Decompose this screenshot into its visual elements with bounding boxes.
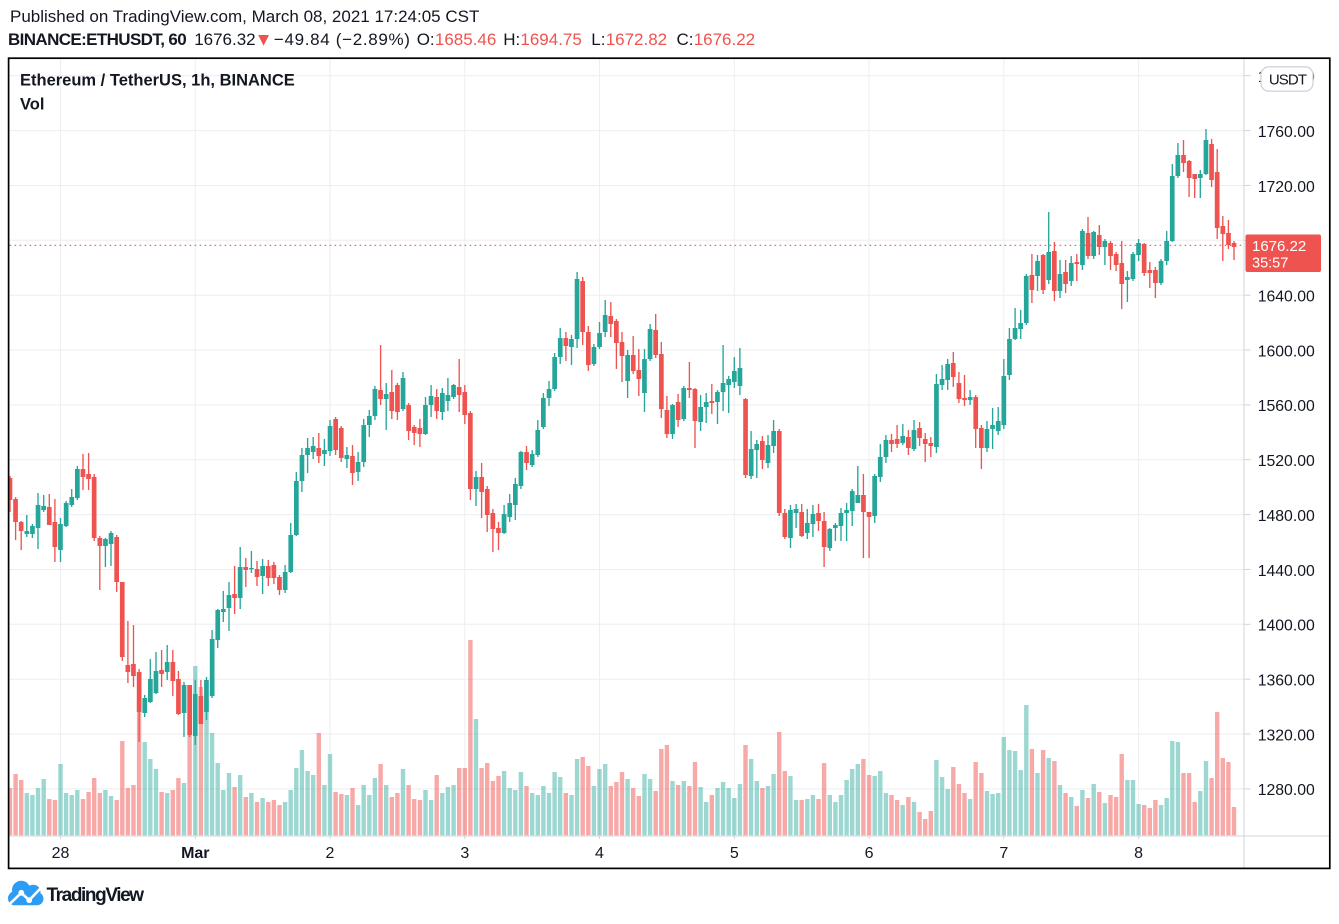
svg-text:1760.00: 1760.00 [1258, 124, 1315, 141]
svg-text:1600.00: 1600.00 [1258, 343, 1315, 360]
svg-text:1672.82: 1672.82 [606, 30, 667, 49]
svg-text:Vol: Vol [20, 96, 44, 114]
svg-text:Published on TradingView.com,: Published on TradingView.com, March 08, … [10, 7, 479, 26]
svg-text:1676.32: 1676.32 [194, 30, 255, 49]
svg-text:28: 28 [52, 845, 70, 862]
svg-text:−49.84 (−2.89%): −49.84 (−2.89%) [274, 30, 411, 49]
svg-text:1360.00: 1360.00 [1258, 673, 1315, 690]
svg-text:1520.00: 1520.00 [1258, 453, 1315, 470]
svg-text:2: 2 [326, 845, 335, 862]
svg-text:1400.00: 1400.00 [1258, 618, 1315, 635]
svg-text:1676.22: 1676.22 [1252, 238, 1306, 255]
svg-text:1440.00: 1440.00 [1258, 563, 1315, 580]
svg-text:1560.00: 1560.00 [1258, 398, 1315, 415]
svg-text:4: 4 [595, 845, 604, 862]
svg-text:1720.00: 1720.00 [1258, 179, 1315, 196]
svg-text:3: 3 [460, 845, 469, 862]
svg-text:1676.22: 1676.22 [694, 30, 755, 49]
svg-text:35:57: 35:57 [1252, 256, 1288, 272]
svg-text:1640.00: 1640.00 [1258, 289, 1315, 306]
svg-text:TradingView: TradingView [47, 885, 145, 906]
svg-text:BINANCE:ETHUSDT, 60: BINANCE:ETHUSDT, 60 [8, 30, 186, 49]
svg-text:7: 7 [999, 845, 1008, 862]
svg-text:USDT: USDT [1269, 71, 1307, 88]
svg-text:1320.00: 1320.00 [1258, 727, 1315, 744]
svg-text:1694.75: 1694.75 [520, 30, 581, 49]
svg-text:H:: H: [503, 30, 520, 49]
svg-text:1280.00: 1280.00 [1258, 782, 1315, 799]
svg-text:5: 5 [730, 845, 739, 862]
svg-text:O:: O: [417, 30, 435, 49]
svg-text:1685.46: 1685.46 [435, 30, 496, 49]
svg-text:Mar: Mar [181, 845, 209, 862]
svg-text:6: 6 [865, 845, 874, 862]
svg-text:L:: L: [591, 30, 605, 49]
svg-text:8: 8 [1134, 845, 1143, 862]
svg-text:1480.00: 1480.00 [1258, 508, 1315, 525]
svg-text:C:: C: [677, 30, 694, 49]
svg-text:Ethereum / TetherUS, 1h, BINAN: Ethereum / TetherUS, 1h, BINANCE [20, 72, 295, 90]
